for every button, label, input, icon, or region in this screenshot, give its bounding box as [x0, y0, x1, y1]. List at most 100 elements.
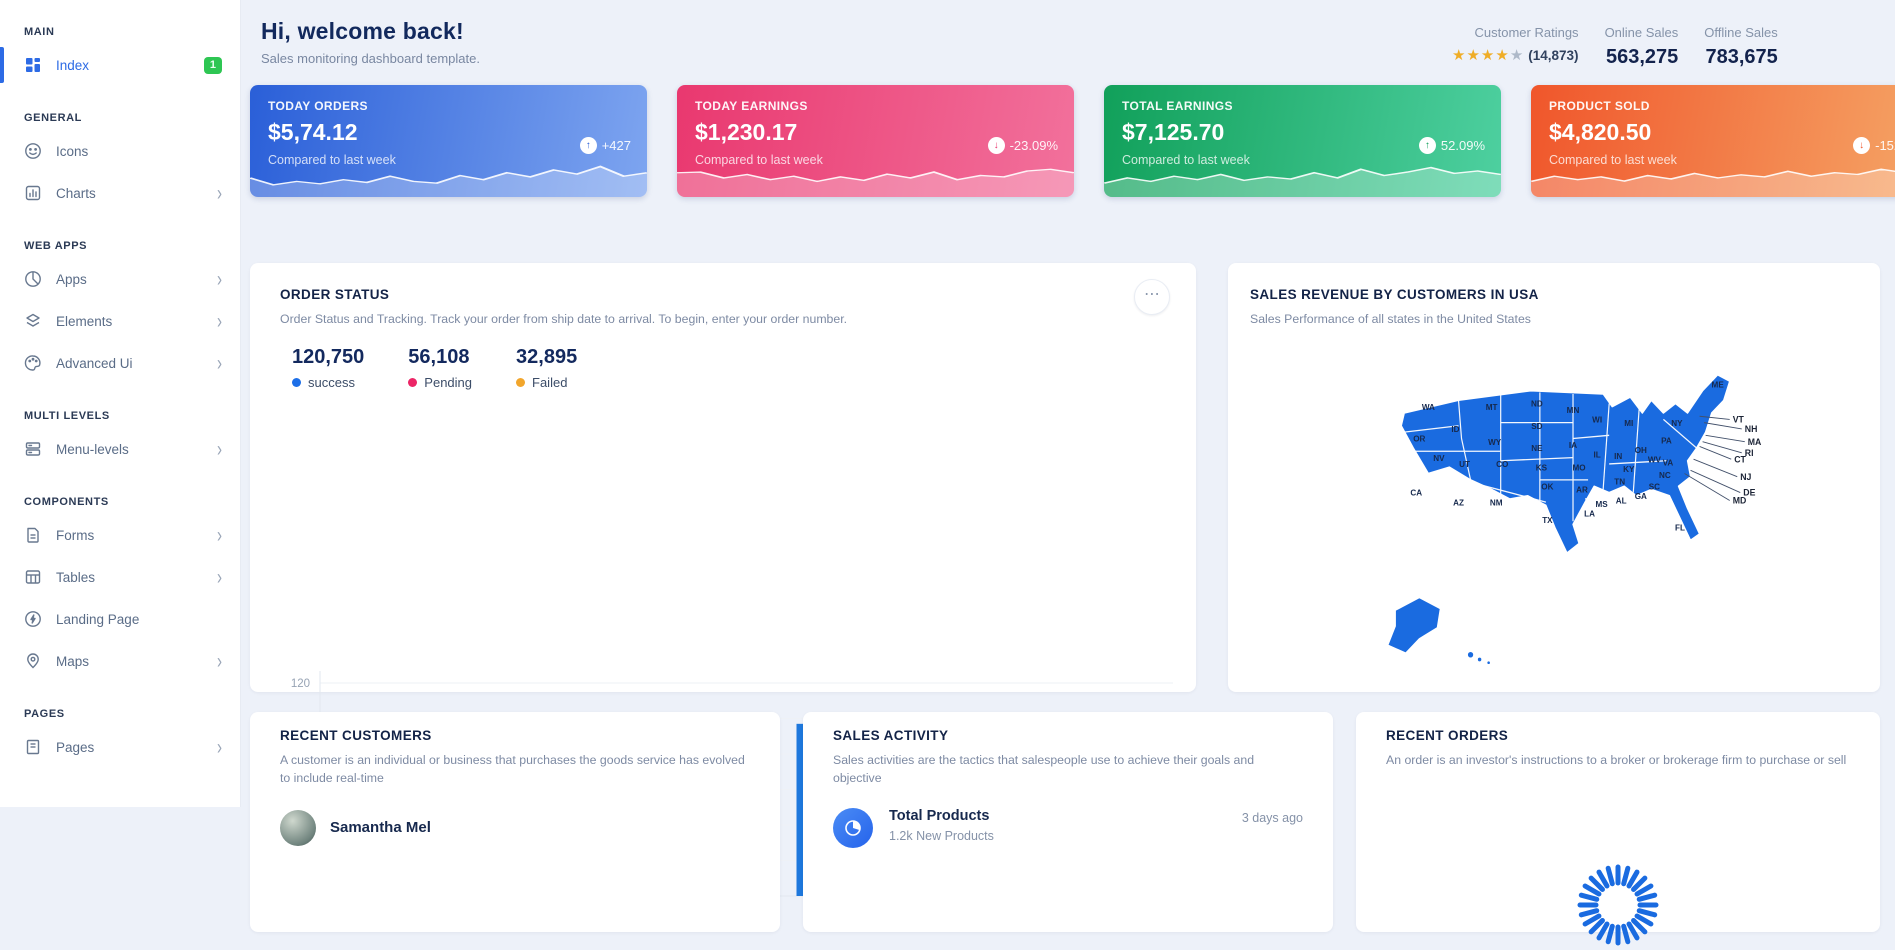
customer-name: Samantha Mel	[330, 819, 431, 837]
chevron-right-icon: ›	[217, 437, 222, 461]
card-value: $5,74.12	[268, 119, 358, 145]
star-filled-icon: ★	[1495, 47, 1510, 64]
sidebar-item-tables[interactable]: Tables ›	[0, 556, 240, 598]
sales-activity-title: SALES ACTIVITY	[833, 728, 949, 743]
state-label-SD: SD	[1531, 421, 1542, 431]
panel-menu-button[interactable]: ⋯	[1134, 279, 1170, 315]
state-label-CT: CT	[1734, 454, 1746, 464]
stat-card-total-earnings: TOTAL EARNINGS $7,125.70 Compared to last …	[1104, 85, 1501, 197]
order-total-legend: Pending	[408, 375, 472, 390]
leader-line	[1699, 415, 1730, 420]
usa-map[interactable]: WA OR CA NV ID MT WY UT CO AZ NM ND SD NE KS OK TX MN IA MO…	[1344, 359, 1796, 677]
card-delta: ↓ -152.3	[1853, 137, 1895, 154]
sidebar-item-pages[interactable]: Pages ›	[0, 726, 240, 768]
page-title: Hi, welcome back!	[261, 18, 464, 44]
order-total-value: 32,895	[516, 346, 578, 369]
sidebar-item-menu-levels[interactable]: Menu-levels ›	[0, 428, 240, 470]
activity-list-item[interactable]: Total Products 1.2k New Products 3 days …	[833, 807, 1303, 848]
sidebar-section: PAGES Pages ›	[0, 696, 240, 768]
file-icon	[24, 526, 42, 544]
order-total-failed: 32,895 Failed	[516, 346, 577, 390]
sidebar-item-badge: 1	[203, 56, 222, 74]
sidebar-item-icons[interactable]: Icons	[0, 130, 240, 172]
card-sparkline	[250, 165, 647, 197]
layers-icon	[24, 312, 42, 330]
state-label-NC: NC	[1659, 470, 1671, 480]
card-delta-value: -23.09%	[1009, 138, 1058, 153]
sidebar-item-label: Charts	[56, 185, 96, 201]
sidebar-item-apps[interactable]: Apps ›	[0, 258, 240, 300]
sidebar-item-label: Forms	[56, 527, 95, 543]
sidebar-item-index[interactable]: Index 1	[0, 44, 240, 86]
stack-icon	[24, 440, 42, 458]
activity-item-sub: 1.2k New Products	[889, 828, 994, 843]
state-label-NY: NY	[1671, 418, 1683, 428]
sidebar-section-label: WEB APPS	[24, 240, 88, 252]
state-label-TN: TN	[1614, 476, 1625, 486]
state-label-SC: SC	[1649, 481, 1660, 491]
chevron-right-icon: ›	[217, 351, 222, 375]
page-subtitle: Sales monitoring dashboard template.	[261, 51, 480, 66]
rating-count: (14,873)	[1528, 48, 1579, 63]
state-label-KY: KY	[1623, 464, 1635, 474]
state-label-OK: OK	[1541, 481, 1553, 491]
header-stat-online-sales: Online Sales 563,275	[1605, 25, 1679, 69]
sidebar-item-landing-page[interactable]: Landing Page	[0, 598, 240, 640]
state-labels: WA OR CA NV ID MT WY UT CO AZ NM ND SD NE KS OK TX MN IA MO…	[1410, 379, 1724, 532]
page-icon	[24, 738, 42, 756]
card-note: Compared to last week	[268, 153, 396, 167]
card-title: TODAY EARNINGS	[695, 99, 808, 113]
chevron-right-icon: ›	[217, 267, 222, 291]
legend-dot-icon	[408, 378, 418, 388]
header-stat-label: Online Sales	[1604, 25, 1679, 40]
map-panel-title: SALES REVENUE BY CUSTOMERS IN USA	[1250, 287, 1539, 302]
state-label-MT: MT	[1486, 402, 1499, 412]
star-filled-icon: ★	[1466, 47, 1481, 64]
state-label-OH: OH	[1635, 445, 1647, 455]
sidebar-item-label: Menu-levels	[56, 441, 129, 457]
state-label-CA: CA	[1410, 488, 1422, 498]
alaska-shape	[1387, 596, 1442, 654]
palette-icon	[24, 354, 42, 372]
state-label-MI: MI	[1624, 418, 1633, 428]
usa-mainland-shape	[1400, 374, 1731, 554]
order-total-legend: success	[292, 375, 364, 390]
sidebar-item-charts[interactable]: Charts ›	[0, 172, 240, 214]
state-label-UT: UT	[1459, 459, 1471, 469]
sidebar-section-label: MULTI LEVELS	[24, 410, 110, 422]
state-label-NJ: NJ	[1740, 472, 1751, 482]
state-label-ID: ID	[1451, 424, 1459, 434]
smiley-icon	[24, 142, 42, 160]
customer-list-item[interactable]: Samantha Mel	[280, 809, 750, 846]
bar-chart-icon	[24, 184, 42, 202]
sidebar-item-label: Landing Page	[56, 611, 140, 627]
state-label-ND: ND	[1531, 398, 1543, 408]
pie-chart-icon	[833, 807, 873, 848]
sidebar-item-forms[interactable]: Forms ›	[0, 514, 240, 556]
star-filled-icon: ★	[1452, 47, 1467, 64]
activity-item-name: Total Products	[889, 807, 990, 824]
hawaii-shape	[1466, 650, 1475, 659]
chevron-right-icon: ›	[217, 735, 222, 759]
order-total-value: 56,108	[408, 346, 470, 369]
state-label-NH: NH	[1745, 424, 1758, 434]
star-rating-icons: ★★★★★	[1452, 47, 1524, 64]
sidebar-item-advanced-ui[interactable]: Advanced Ui ›	[0, 342, 240, 384]
card-title: TOTAL EARNINGS	[1122, 99, 1233, 113]
card-sparkline	[677, 168, 1074, 197]
sidebar-item-label: Icons	[56, 143, 89, 159]
header-stat-value: 563,275	[1605, 46, 1679, 68]
state-label-WI: WI	[1592, 414, 1602, 424]
sidebar-item-maps[interactable]: Maps ›	[0, 640, 240, 682]
chevron-right-icon: ›	[217, 649, 222, 673]
sidebar-item-elements[interactable]: Elements ›	[0, 300, 240, 342]
leader-line	[1693, 458, 1738, 478]
header-stat-customer-ratings: Customer Ratings ★★★★★ (14,873)	[1452, 25, 1579, 69]
state-label-IA: IA	[1569, 440, 1577, 450]
leader-line	[1684, 473, 1730, 501]
arrow-up-circle-icon: ↑	[579, 137, 597, 154]
state-label-AR: AR	[1576, 484, 1588, 494]
stat-card-today-orders: TODAY ORDERS $5,74.12 Compared to last wee…	[250, 85, 647, 197]
sidebar-section-label: COMPONENTS	[24, 496, 109, 508]
sidebar-sections: MAIN Index 1 GENERAL Icons Charts › WEB APPS App…	[0, 14, 240, 768]
